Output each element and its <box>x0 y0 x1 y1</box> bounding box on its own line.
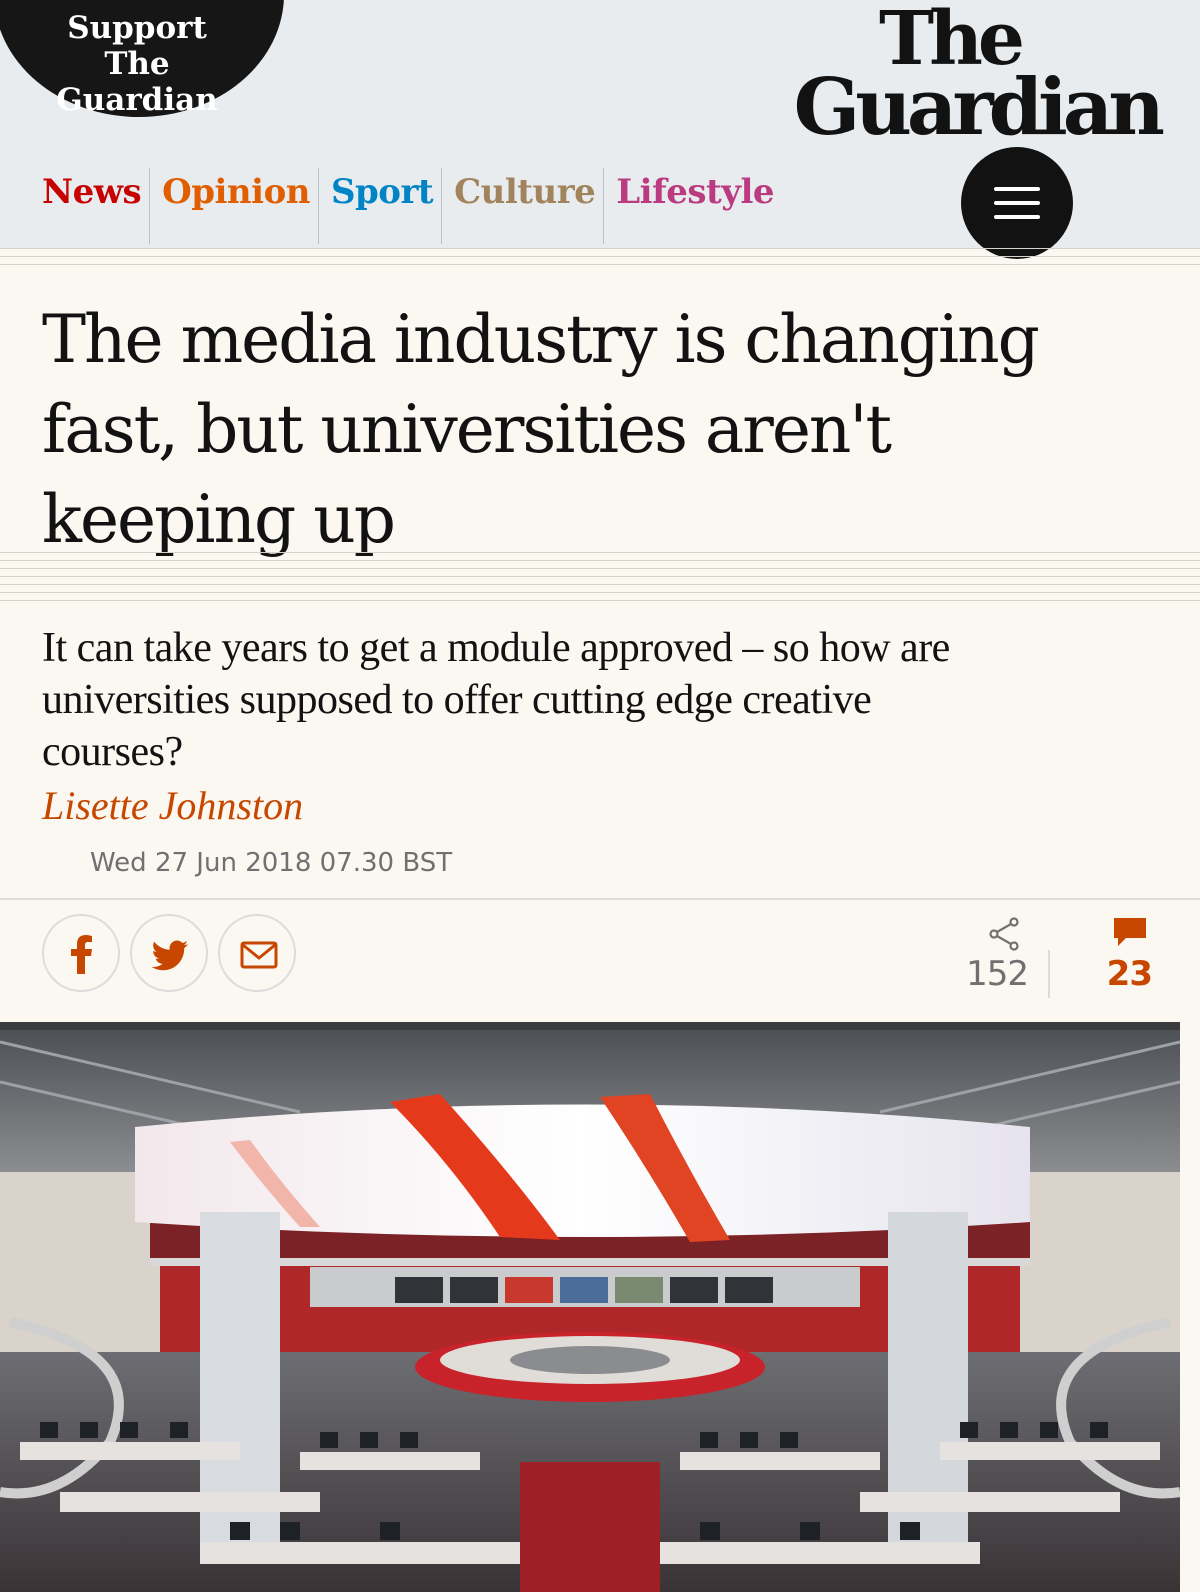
facebook-share-button[interactable] <box>42 914 120 992</box>
share-count: 152 <box>958 910 1038 996</box>
meta-divider <box>0 898 1200 900</box>
twitter-icon <box>151 940 188 971</box>
guardian-logo[interactable]: The Guardian <box>793 0 1165 153</box>
article-standfirst: It can take years to get a module approv… <box>42 625 950 775</box>
logo-line-1: The <box>879 0 1025 82</box>
support-label: Support The Guardian <box>56 10 218 118</box>
author-byline-link[interactable]: Lisette Johnston <box>42 783 304 828</box>
share-count-value: 152 <box>966 954 1029 994</box>
header-rule-lines <box>0 248 1200 272</box>
hamburger-icon <box>994 187 1040 191</box>
comment-count-value: 23 <box>1106 954 1153 994</box>
email-share-button[interactable] <box>218 914 296 992</box>
nav-item-sport[interactable]: Sport <box>319 168 443 244</box>
support-the-guardian-button[interactable]: Support The Guardian <box>0 0 284 118</box>
hamburger-icon-bar <box>994 215 1040 219</box>
nav-item-lifestyle[interactable]: Lifestyle <box>616 172 774 212</box>
logo-line-2: Guardian <box>793 62 1165 153</box>
hamburger-icon-bar <box>994 201 1040 205</box>
comments-link[interactable]: 23 <box>1056 910 1156 996</box>
twitter-share-button[interactable] <box>130 914 208 992</box>
comment-icon <box>1114 918 1146 946</box>
nav-item-culture[interactable]: Culture <box>442 168 605 244</box>
count-separator <box>1048 950 1050 998</box>
menu-button[interactable] <box>961 147 1073 259</box>
primary-nav: News Opinion Sport Culture Lifestyle <box>30 168 782 244</box>
article-main-image <box>0 1022 1180 1592</box>
nav-item-opinion[interactable]: Opinion <box>150 168 319 244</box>
publication-date: Wed 27 Jun 2018 07.30 BST <box>90 848 453 878</box>
newsroom-photo <box>0 1022 1180 1592</box>
share-icon <box>989 917 1019 951</box>
headline-rule-lines <box>0 552 1200 608</box>
nav-item-news[interactable]: News <box>30 168 151 244</box>
engagement-counts: 152 23 <box>936 910 1156 1000</box>
email-icon <box>240 941 278 969</box>
facebook-icon <box>71 935 92 974</box>
site-header: Support The Guardian The Guardian News O… <box>0 0 1200 259</box>
article-headline: The media industry is changing fast, but… <box>42 301 1040 558</box>
